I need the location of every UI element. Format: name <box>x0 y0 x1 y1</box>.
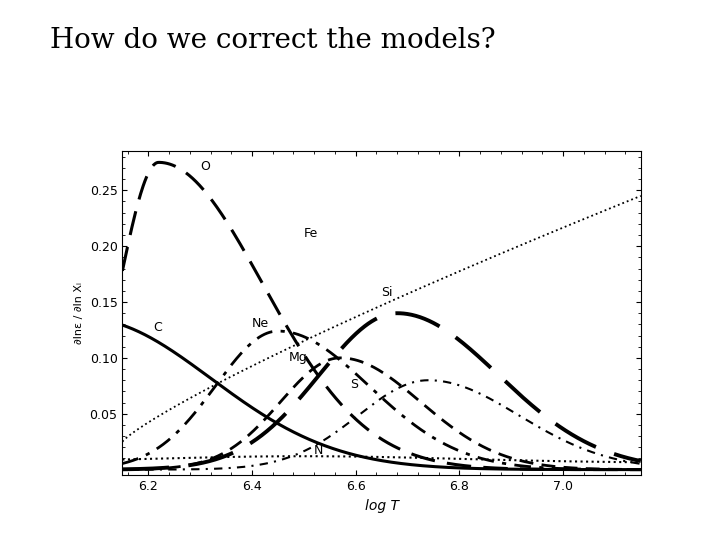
Text: N: N <box>314 444 323 457</box>
Text: Ne: Ne <box>252 316 269 329</box>
Text: Fe: Fe <box>304 227 318 240</box>
Text: C: C <box>153 321 162 334</box>
Text: O: O <box>200 160 210 173</box>
Y-axis label: ∂lnε / ∂ln Xᵢ: ∂lnε / ∂ln Xᵢ <box>74 282 84 344</box>
Text: Mg: Mg <box>288 351 307 364</box>
Text: How do we correct the models?: How do we correct the models? <box>50 27 496 54</box>
Text: Si: Si <box>382 286 393 300</box>
X-axis label: log T: log T <box>364 498 399 512</box>
Text: S: S <box>351 378 359 391</box>
